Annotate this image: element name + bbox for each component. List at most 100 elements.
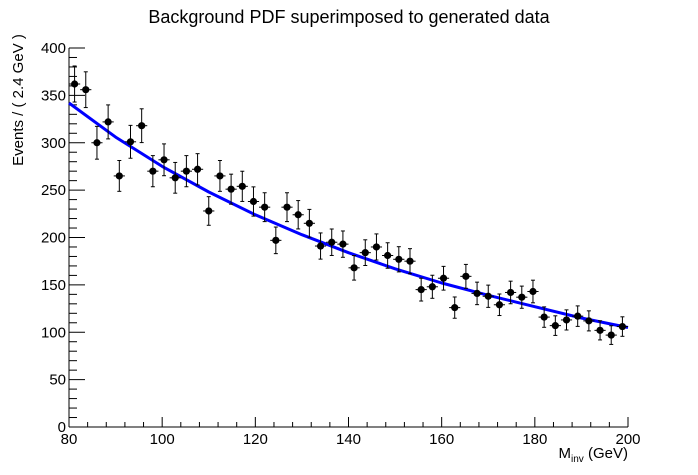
x-axis-title: Minv (GeV) [559, 445, 628, 465]
y-tick-label: 300 [41, 135, 66, 152]
data-point-marker [305, 219, 313, 227]
data-point-marker [261, 203, 269, 211]
data-point-marker [82, 86, 90, 94]
data-point [348, 255, 360, 281]
data-point [527, 279, 539, 304]
data-point-marker [473, 289, 481, 298]
data-point-marker [171, 174, 179, 182]
data-point [214, 159, 226, 192]
data-point [516, 285, 528, 309]
data-point-marker [205, 207, 213, 215]
data-point [449, 296, 461, 319]
data-point-marker [126, 138, 135, 146]
data-point [80, 71, 92, 109]
data-point [505, 280, 517, 305]
data-point [270, 226, 282, 255]
data-point [91, 125, 103, 160]
data-point [113, 159, 125, 192]
data-point-marker [540, 313, 548, 321]
data-point [314, 232, 327, 260]
data-point-marker [328, 238, 336, 246]
y-tick-label: 0 [58, 419, 66, 436]
data-point-marker [495, 301, 504, 309]
data-point-marker [562, 316, 571, 324]
data-point-marker [350, 264, 358, 272]
data-point [102, 104, 114, 140]
data-point-marker [283, 203, 291, 211]
data-point [180, 155, 192, 188]
data-point-marker [227, 185, 235, 193]
x-tick-label: 120 [243, 431, 268, 448]
y-tick-label: 150 [41, 277, 66, 294]
data-point-marker [115, 172, 123, 180]
data-point [616, 316, 628, 337]
data-point-marker [462, 272, 470, 280]
data-point-marker [551, 322, 559, 330]
data-point-marker [439, 274, 448, 282]
data-point-marker [417, 286, 425, 294]
data-point [538, 306, 550, 328]
data-point-marker [104, 118, 112, 126]
data-point-marker [316, 242, 325, 250]
data-point [169, 161, 181, 194]
x-axis-title-unit: (GeV) [584, 445, 628, 462]
data-point-marker [182, 167, 190, 175]
data-point [583, 310, 595, 332]
data-point [415, 277, 427, 302]
y-tick-label: 50 [49, 372, 66, 389]
data-point [594, 320, 606, 341]
data-point-marker [607, 331, 615, 339]
data-point-marker [484, 292, 492, 300]
data-point [437, 265, 450, 291]
data-point-marker [518, 293, 526, 301]
data-point-marker [93, 139, 101, 147]
data-point-marker [372, 243, 381, 251]
y-tick-label: 350 [41, 87, 66, 104]
data-point [203, 196, 215, 226]
data-point [370, 233, 383, 261]
data-point [493, 293, 506, 317]
data-point [560, 309, 573, 331]
data-point [292, 200, 304, 230]
data-point-marker [249, 197, 258, 206]
data-point [572, 305, 584, 327]
curve-layer [68, 101, 629, 329]
data-point [404, 248, 416, 275]
x-tick-label: 80 [61, 431, 78, 448]
data-point [393, 246, 405, 273]
data-point [158, 143, 170, 177]
x-tick-label: 140 [336, 431, 361, 448]
data-point-marker [585, 317, 593, 325]
chart-title: Background PDF superimposed to generated… [148, 7, 550, 27]
data-point [460, 263, 472, 289]
data-point-marker [160, 156, 168, 164]
pdf-curve-line [68, 101, 629, 329]
data-point [247, 186, 260, 217]
data-point-marker [238, 182, 246, 190]
data-point [471, 281, 483, 306]
data-point [482, 284, 494, 308]
data-point-marker [574, 312, 582, 320]
data-point-marker [395, 255, 403, 263]
data-point-marker [70, 80, 79, 88]
data-point [382, 242, 394, 269]
data-point-marker [384, 251, 392, 260]
data-point-marker [193, 165, 202, 173]
points-layer [69, 65, 628, 345]
data-point-marker [451, 304, 459, 312]
data-point [426, 274, 438, 299]
data-point [69, 65, 81, 103]
data-point [236, 170, 248, 202]
data-point-marker [529, 287, 537, 296]
data-point-marker [339, 240, 347, 248]
data-point-marker [618, 322, 627, 331]
data-point [326, 228, 338, 256]
data-point-marker [272, 236, 280, 244]
x-tick-label: 100 [150, 431, 175, 448]
data-point [259, 192, 271, 223]
data-point [191, 153, 204, 186]
y-tick-label: 250 [41, 182, 66, 199]
data-point-marker [294, 211, 302, 219]
data-point [605, 325, 617, 345]
